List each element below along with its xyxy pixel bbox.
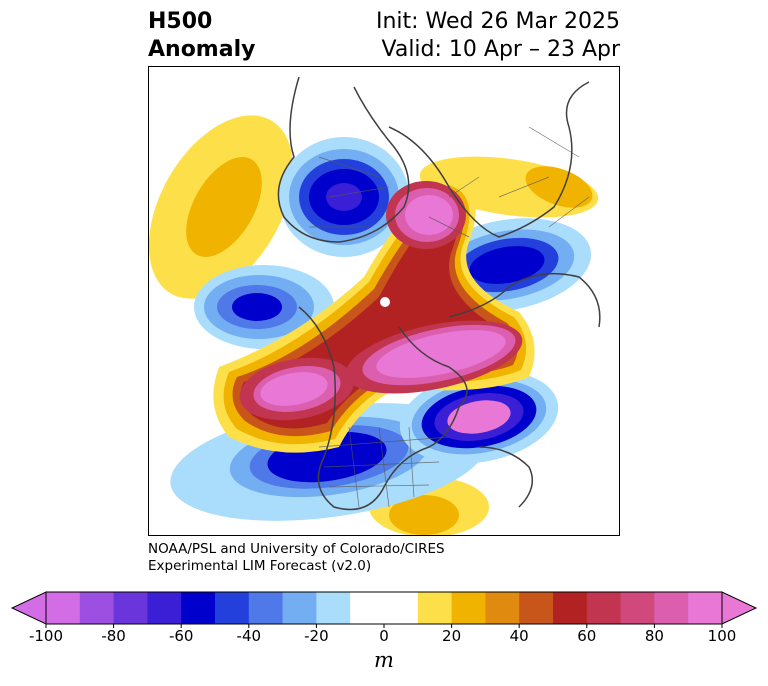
colorbar-bin: [350, 592, 385, 624]
credit-line-2: Experimental LIM Forecast (v2.0): [148, 558, 372, 574]
colorbar-bin: [417, 592, 453, 624]
credit-line-1: NOAA/PSL and University of Colorado/CIRE…: [148, 541, 445, 557]
pacific-ridge: [149, 115, 294, 299]
anomaly-map: [149, 76, 601, 535]
valid-range: Valid: 10 Apr – 23 Apr: [381, 37, 621, 62]
colorbar: [0, 588, 768, 628]
colorbar-bin: [451, 592, 486, 624]
colorbar-bin: [316, 592, 351, 624]
colorbar-bin: [553, 592, 588, 624]
colorbar-bin: [654, 592, 689, 624]
colorbar-tick-label: -60: [168, 627, 194, 645]
title-variable: H500: [148, 9, 213, 34]
colorbar-bin: [248, 592, 284, 624]
colorbar-tick-label: -20: [304, 627, 329, 645]
title-right: Init: Wed 26 Mar 2025 Valid: 10 Apr – 23…: [376, 8, 620, 64]
colorbar-tick-label: -40: [236, 627, 262, 645]
colorbar-tick-label: 20: [442, 627, 462, 645]
init-date: Init: Wed 26 Mar 2025: [375, 9, 620, 34]
colorbar-tick-label: 40: [509, 627, 529, 645]
title-left: H500 Anomaly: [148, 8, 255, 64]
bering-trough: [194, 265, 334, 349]
colorbar-bin: [384, 592, 419, 624]
colorbar-bin: [181, 592, 216, 624]
colorbar-bin: [586, 592, 622, 624]
colorbar-bin: [688, 592, 723, 624]
colorbar-extend-high: [721, 591, 758, 625]
colorbar-tick-label: 80: [644, 627, 664, 645]
colorbar-tick-label: 60: [577, 627, 597, 645]
colorbar-extend-low: [10, 591, 47, 625]
colorbar-unit: m: [374, 648, 394, 672]
colorbar-bin: [46, 592, 81, 624]
colorbar-bin: [113, 592, 148, 624]
colorbar-tick-label: 100: [707, 627, 737, 645]
colorbar-bin: [282, 592, 317, 624]
colorbar-tick-label: 0: [379, 627, 389, 645]
arctic-ridge: [213, 177, 535, 453]
credit-text: NOAA/PSL and University of Colorado/CIRE…: [148, 541, 445, 575]
colorbar-bin: [519, 592, 554, 624]
colorbar-tick-labels: -100 -80 -60 -40 -20 0 20 40 60 80 100: [0, 627, 768, 647]
colorbar-bin: [79, 592, 115, 624]
colorbar-bin: [620, 592, 655, 624]
colorbar-tick-label: -80: [101, 627, 126, 645]
title-field: Anomaly: [148, 37, 256, 62]
map-panel: [148, 66, 620, 536]
colorbar-bin: [485, 592, 520, 624]
colorbar-bin: [147, 592, 182, 624]
borders: [309, 126, 590, 508]
coastlines: [277, 76, 601, 511]
colorbar-tick-label: -100: [28, 627, 64, 645]
colorbar-bin: [215, 592, 250, 624]
colorbar-graphic: [10, 591, 758, 628]
